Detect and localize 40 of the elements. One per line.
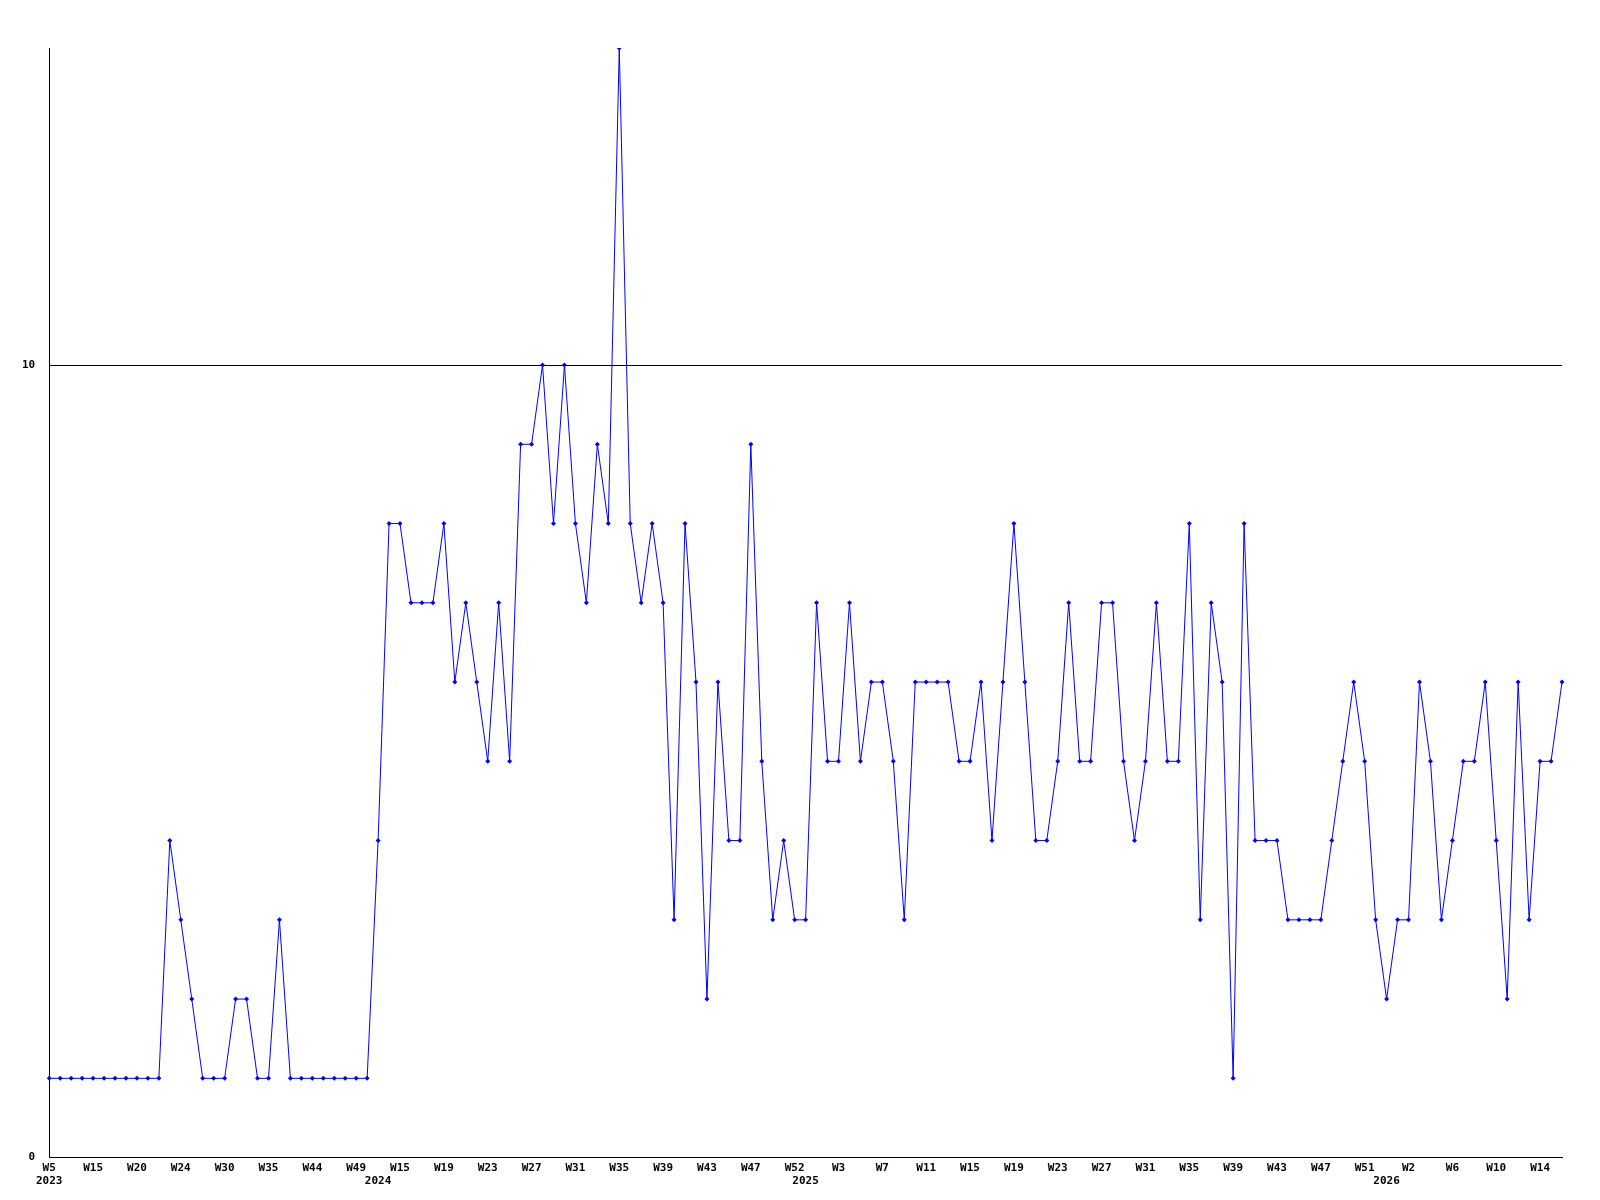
- x-tick-label: W30: [214, 1161, 235, 1175]
- x-tick-label: 2026: [1373, 1174, 1401, 1188]
- x-tick-label: W10: [1486, 1161, 1507, 1175]
- x-tick-label: W47: [1310, 1161, 1331, 1175]
- x-tick-label: 2024: [364, 1174, 392, 1188]
- x-tick-label: W39: [1223, 1161, 1244, 1175]
- x-tick-label: W27: [521, 1161, 542, 1175]
- x-tick-label: W5 2023: [36, 1161, 63, 1188]
- x-tick-label: W31: [1135, 1161, 1156, 1175]
- x-tick-label: W3: [831, 1161, 846, 1175]
- x-tick-label: W51: [1354, 1161, 1375, 1175]
- x-tick-label: W35: [258, 1161, 279, 1175]
- x-tick-label: W23: [1047, 1161, 1068, 1175]
- y-tick-label: 10: [22, 357, 36, 371]
- x-tick-label: W43: [1267, 1161, 1287, 1175]
- x-tick-label: W19: [433, 1161, 454, 1175]
- x-tick-label: W49: [346, 1161, 367, 1175]
- x-tick-label: W47: [740, 1161, 761, 1175]
- x-tick-label: W24: [170, 1161, 192, 1175]
- x-tick-label: W43: [697, 1161, 717, 1175]
- x-tick-label: W52: [784, 1161, 805, 1175]
- x-tick-label: W15: [83, 1161, 104, 1175]
- y-tick-label: 0: [28, 1150, 36, 1164]
- x-tick-label: W11: [916, 1161, 937, 1175]
- x-tick-label: W44: [302, 1161, 323, 1175]
- x-tick-label: W14: [1530, 1161, 1551, 1175]
- x-tick-label: W7: [875, 1161, 889, 1175]
- x-tick-label: 2025: [792, 1174, 819, 1188]
- x-tick-label: W31: [565, 1161, 586, 1175]
- x-tick-label: W27: [1091, 1161, 1112, 1175]
- x-tick-label: W35: [609, 1161, 630, 1175]
- x-tick-label: W19: [1003, 1161, 1024, 1175]
- x-tick-label: W2: [1401, 1161, 1416, 1175]
- x-tick-label: W15: [960, 1161, 980, 1175]
- x-tick-label: W6: [1445, 1161, 1460, 1175]
- x-tick-label: W20: [127, 1161, 147, 1175]
- x-tick-label: W35: [1179, 1161, 1200, 1175]
- x-tick-label: W15: [390, 1161, 410, 1175]
- x-tick-label: W39: [653, 1161, 674, 1175]
- x-tick-label: W23: [477, 1161, 498, 1175]
